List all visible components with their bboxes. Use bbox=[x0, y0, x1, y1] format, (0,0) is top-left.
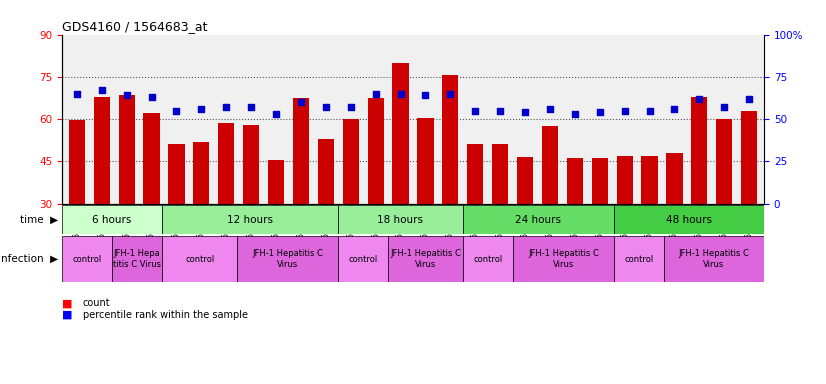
Bar bbox=[667, 153, 682, 204]
Bar bbox=[338, 205, 463, 234]
Bar bbox=[268, 160, 284, 204]
Bar bbox=[513, 236, 614, 282]
Point bbox=[468, 108, 482, 114]
Point bbox=[544, 106, 557, 112]
Bar bbox=[642, 156, 657, 204]
Bar bbox=[417, 118, 434, 204]
Point bbox=[693, 96, 706, 102]
Point bbox=[120, 92, 133, 98]
Bar bbox=[162, 236, 238, 282]
Text: JFH-1 Hepa
titis C Virus: JFH-1 Hepa titis C Virus bbox=[113, 250, 161, 269]
Bar bbox=[162, 205, 338, 234]
Text: count: count bbox=[83, 298, 110, 308]
Bar bbox=[616, 156, 633, 204]
Bar bbox=[442, 75, 458, 204]
Bar bbox=[169, 144, 184, 204]
Point bbox=[320, 104, 333, 110]
Text: JFH-1 Hepatitis C
Virus: JFH-1 Hepatitis C Virus bbox=[678, 250, 749, 269]
Text: infection  ▶: infection ▶ bbox=[0, 254, 58, 264]
Text: ■: ■ bbox=[62, 298, 73, 308]
Text: control: control bbox=[473, 255, 503, 264]
Bar bbox=[62, 236, 112, 282]
Point bbox=[394, 91, 407, 97]
Bar bbox=[691, 96, 707, 204]
Text: control: control bbox=[73, 255, 102, 264]
Point bbox=[244, 104, 258, 110]
Bar bbox=[193, 142, 210, 204]
Point bbox=[344, 104, 358, 110]
Bar bbox=[741, 111, 757, 204]
Text: GDS4160 / 1564683_at: GDS4160 / 1564683_at bbox=[62, 20, 207, 33]
Bar bbox=[144, 113, 159, 204]
Text: 18 hours: 18 hours bbox=[377, 215, 424, 225]
Point bbox=[493, 108, 506, 114]
Point bbox=[568, 111, 582, 117]
Bar bbox=[119, 95, 135, 204]
Bar bbox=[238, 236, 338, 282]
Text: control: control bbox=[185, 255, 215, 264]
Point bbox=[519, 109, 532, 115]
Point bbox=[145, 94, 159, 100]
Point bbox=[419, 92, 432, 98]
Point bbox=[269, 111, 282, 117]
Bar bbox=[392, 63, 409, 204]
Text: JFH-1 Hepatitis C
Virus: JFH-1 Hepatitis C Virus bbox=[528, 250, 599, 269]
Text: control: control bbox=[624, 255, 653, 264]
Point bbox=[294, 99, 307, 105]
Bar bbox=[716, 119, 733, 204]
Bar bbox=[614, 205, 764, 234]
Text: 12 hours: 12 hours bbox=[227, 215, 273, 225]
Bar bbox=[62, 205, 162, 234]
Point bbox=[618, 108, 631, 114]
Text: control: control bbox=[349, 255, 377, 264]
Bar bbox=[591, 159, 608, 204]
Bar bbox=[293, 98, 309, 204]
Bar bbox=[368, 98, 384, 204]
Bar bbox=[318, 139, 334, 204]
Point bbox=[95, 87, 108, 93]
Point bbox=[643, 108, 656, 114]
Text: JFH-1 Hepatitis C
Virus: JFH-1 Hepatitis C Virus bbox=[390, 250, 461, 269]
Bar bbox=[338, 236, 388, 282]
Bar bbox=[93, 96, 110, 204]
Bar bbox=[542, 126, 558, 204]
Bar bbox=[343, 119, 358, 204]
Text: 48 hours: 48 hours bbox=[666, 215, 712, 225]
Point bbox=[444, 91, 457, 97]
Point bbox=[718, 104, 731, 110]
Bar bbox=[468, 144, 483, 204]
Bar bbox=[463, 236, 513, 282]
Bar bbox=[218, 123, 235, 204]
Bar bbox=[664, 236, 764, 282]
Text: ■: ■ bbox=[62, 310, 73, 320]
Point bbox=[70, 91, 83, 97]
Point bbox=[593, 109, 606, 115]
Bar bbox=[112, 236, 162, 282]
Bar bbox=[243, 125, 259, 204]
Text: percentile rank within the sample: percentile rank within the sample bbox=[83, 310, 248, 320]
Point bbox=[220, 104, 233, 110]
Bar bbox=[567, 159, 583, 204]
Bar bbox=[388, 236, 463, 282]
Text: time  ▶: time ▶ bbox=[20, 215, 58, 225]
Text: JFH-1 Hepatitis C
Virus: JFH-1 Hepatitis C Virus bbox=[252, 250, 323, 269]
Bar bbox=[517, 157, 533, 204]
Bar bbox=[492, 144, 508, 204]
Bar bbox=[69, 121, 85, 204]
Point bbox=[369, 91, 382, 97]
Text: 6 hours: 6 hours bbox=[93, 215, 132, 225]
Point bbox=[743, 96, 756, 102]
Point bbox=[195, 106, 208, 112]
Bar bbox=[614, 236, 664, 282]
Bar bbox=[463, 205, 614, 234]
Point bbox=[667, 106, 681, 112]
Text: 24 hours: 24 hours bbox=[515, 215, 562, 225]
Point bbox=[170, 108, 183, 114]
